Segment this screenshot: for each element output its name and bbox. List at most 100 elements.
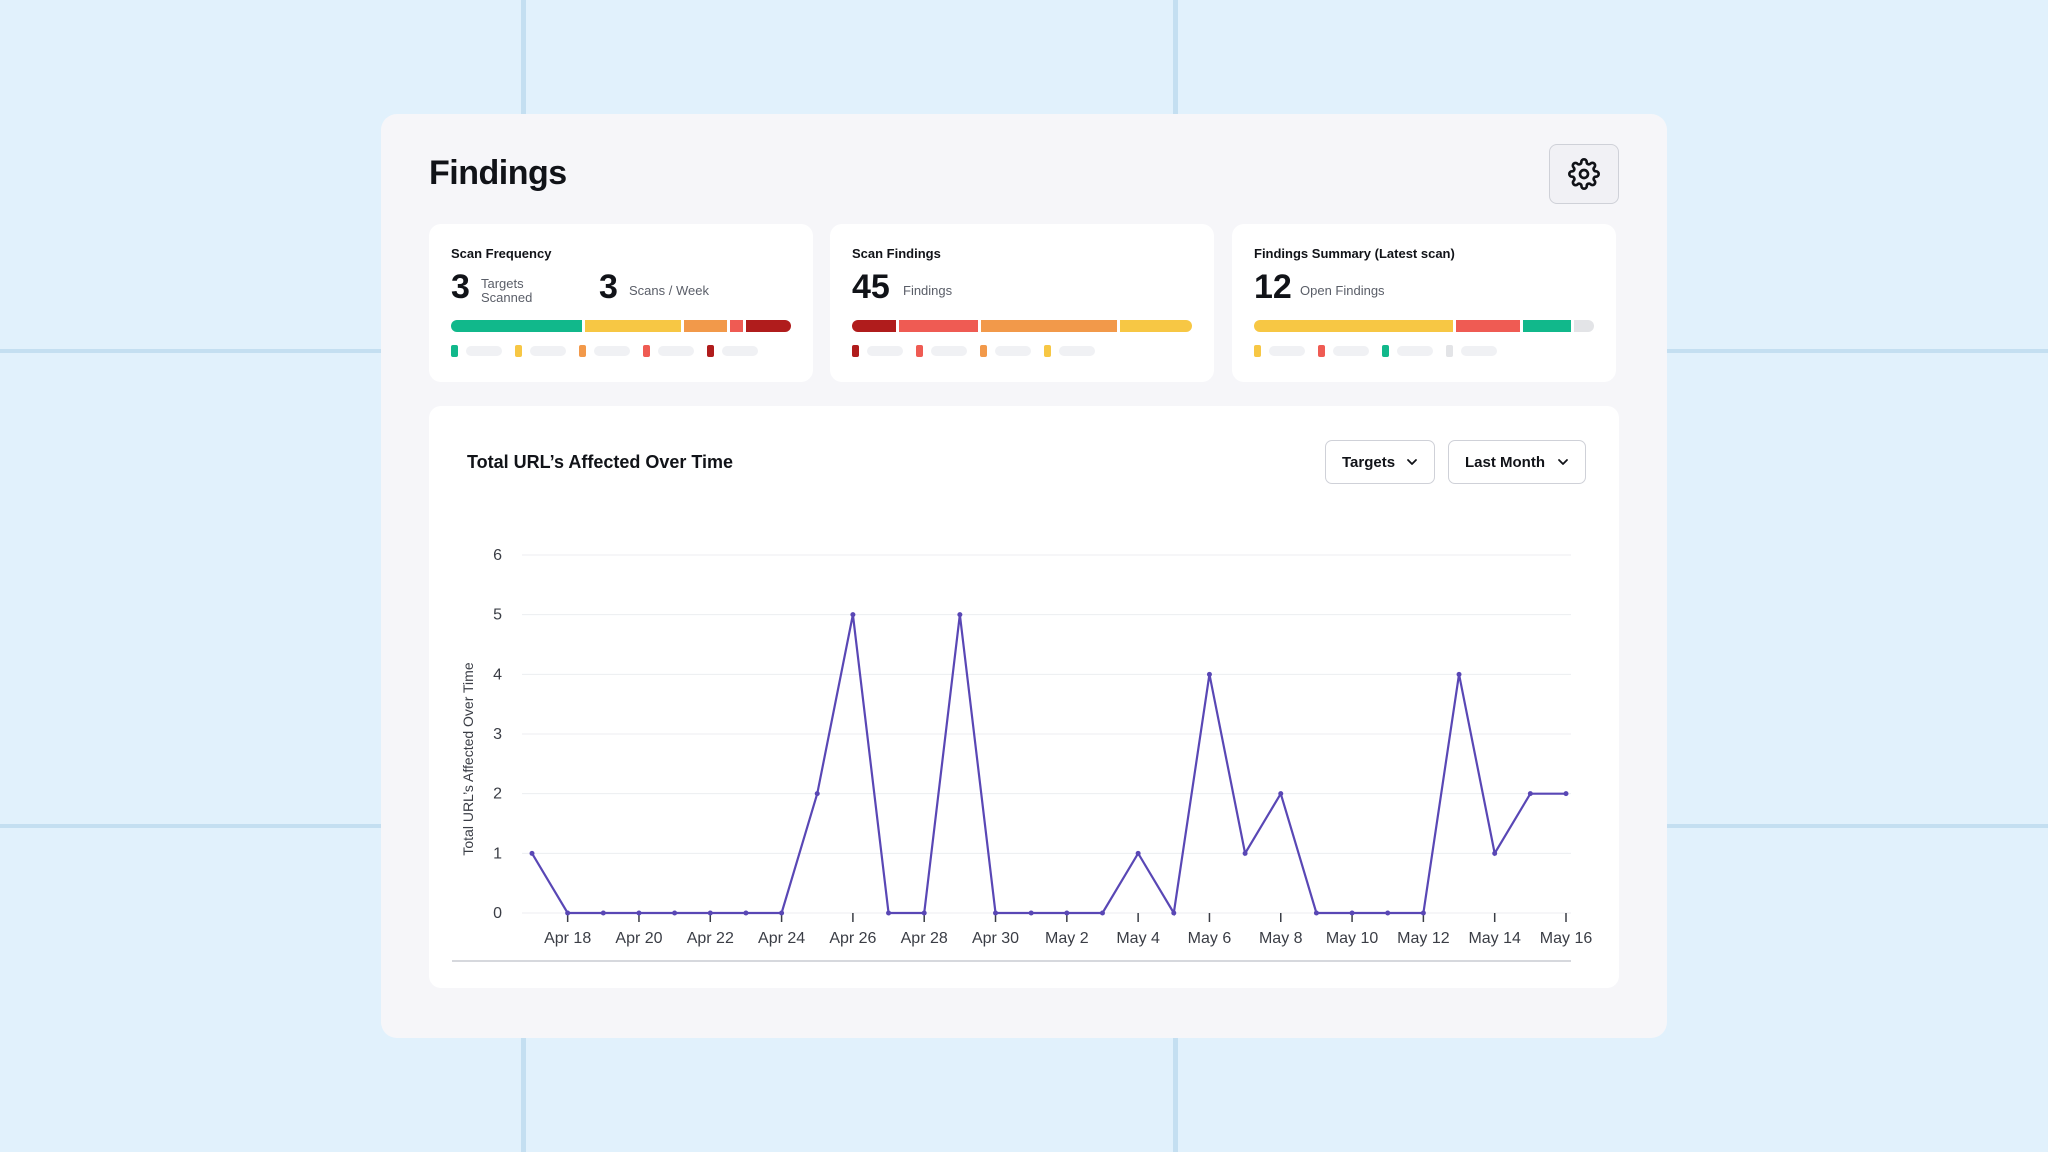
targets-scanned-label: Targets Scanned — [481, 276, 532, 306]
data-point — [1206, 671, 1212, 677]
data-point — [1492, 850, 1498, 856]
legend-label-placeholder — [931, 346, 967, 356]
card-title: Scan Frequency — [451, 246, 552, 261]
legend-label-placeholder — [1461, 346, 1497, 356]
legend-swatch — [707, 345, 714, 357]
severity-segment-orange — [683, 320, 727, 332]
legend-label-placeholder — [1397, 346, 1433, 356]
legend-label-placeholder — [1059, 346, 1095, 356]
x-tick-label: Apr 28 — [901, 930, 948, 947]
legend-item-orange — [980, 345, 1044, 357]
data-point — [921, 910, 927, 916]
severity-segment-gray — [1573, 320, 1594, 332]
urls-affected-chart-card: Total URL’s Affected Over Time Targets L… — [429, 406, 1619, 988]
severity-segment-red — [729, 320, 744, 332]
legend-swatch — [980, 345, 987, 357]
legend-item-green — [1382, 345, 1446, 357]
page-title: Findings — [429, 154, 567, 192]
legend-item-yellow — [515, 345, 579, 357]
y-tick-label: 6 — [493, 547, 502, 564]
legend-label-placeholder — [1269, 346, 1305, 356]
x-tick-label: Apr 30 — [972, 930, 1019, 947]
legend-label-placeholder — [530, 346, 566, 356]
chevron-down-icon — [1558, 459, 1568, 465]
data-point — [636, 910, 642, 916]
legend-item-darkred — [707, 345, 771, 357]
settings-button[interactable] — [1549, 144, 1619, 204]
legend-item-orange — [579, 345, 643, 357]
data-point — [1456, 671, 1462, 677]
findings-label: Findings — [903, 283, 953, 298]
legend-swatch — [852, 345, 859, 357]
data-point — [779, 910, 785, 916]
x-tick-label: May 2 — [1045, 930, 1089, 947]
legend-item-yellow — [1044, 345, 1108, 357]
data-point — [529, 850, 535, 856]
legend-swatch — [515, 345, 522, 357]
x-tick-label: May 8 — [1259, 930, 1303, 947]
x-tick-label: May 6 — [1188, 930, 1232, 947]
legend-swatch — [916, 345, 923, 357]
legend-item-green — [451, 345, 515, 357]
findings-panel: Findings Scan Frequency 3 Targets Scanne… — [381, 114, 1667, 1038]
y-tick-label: 0 — [493, 905, 502, 922]
data-point — [886, 910, 892, 916]
y-tick-label: 5 — [493, 607, 502, 624]
legend-label-placeholder — [466, 346, 502, 356]
severity-legend — [451, 345, 771, 357]
legend-label-placeholder — [658, 346, 694, 356]
x-tick-label: May 14 — [1468, 930, 1521, 947]
period-dropdown[interactable]: Last Month — [1448, 440, 1586, 484]
x-tick-label: Apr 22 — [687, 930, 734, 947]
targets-dropdown[interactable]: Targets — [1325, 440, 1435, 484]
findings-count: 45 — [852, 268, 890, 306]
legend-item-gray — [1446, 345, 1510, 357]
legend-label-placeholder — [722, 346, 758, 356]
scans-per-week-label: Scans / Week — [629, 283, 709, 298]
chart-title: Total URL’s Affected Over Time — [467, 452, 734, 472]
legend-item-darkred — [852, 345, 916, 357]
scan-frequency-card: Scan Frequency 3 Targets Scanned 3 Scans… — [429, 224, 813, 382]
data-point — [1349, 910, 1355, 916]
data-point — [1278, 791, 1284, 797]
x-tick-label: May 4 — [1116, 930, 1160, 947]
y-tick-label: 2 — [493, 786, 502, 803]
legend-item-red — [1318, 345, 1382, 357]
legend-item-red — [916, 345, 980, 357]
data-point — [1064, 910, 1070, 916]
legend-label-placeholder — [867, 346, 903, 356]
data-point — [1527, 791, 1533, 797]
data-point — [707, 910, 713, 916]
x-tick-label: May 12 — [1397, 930, 1450, 947]
findings-summary-card: Findings Summary (Latest scan) 12 Open F… — [1232, 224, 1616, 382]
legend-label-placeholder — [995, 346, 1031, 356]
severity-segment-darkred — [746, 320, 791, 332]
chevron-down-icon — [1407, 459, 1417, 465]
severity-segment-red — [899, 320, 978, 332]
scan-findings-card: Scan Findings 45 Findings — [830, 224, 1214, 382]
data-point — [1563, 791, 1569, 797]
data-point — [743, 910, 749, 916]
x-tick-label: Apr 24 — [758, 930, 805, 947]
legend-swatch — [1254, 345, 1261, 357]
legend-swatch — [643, 345, 650, 357]
gear-icon — [1568, 158, 1600, 190]
data-point — [1171, 910, 1177, 916]
y-tick-label: 4 — [493, 666, 502, 683]
severity-bar — [852, 320, 1192, 332]
open-findings-count: 12 — [1254, 268, 1292, 306]
data-point — [600, 910, 606, 916]
targets-label-line1: Targets — [481, 276, 524, 291]
severity-legend — [852, 345, 1108, 357]
legend-label-placeholder — [594, 346, 630, 356]
data-point — [1385, 910, 1391, 916]
legend-swatch — [579, 345, 586, 357]
x-tick-label: May 10 — [1326, 930, 1379, 947]
legend-item-red — [643, 345, 707, 357]
period-dropdown-label: Last Month — [1465, 453, 1545, 471]
x-tick-label: May 16 — [1540, 930, 1593, 947]
severity-segment-orange — [980, 320, 1118, 332]
legend-label-placeholder — [1333, 346, 1369, 356]
severity-segment-green — [451, 320, 582, 332]
data-point — [1420, 910, 1426, 916]
